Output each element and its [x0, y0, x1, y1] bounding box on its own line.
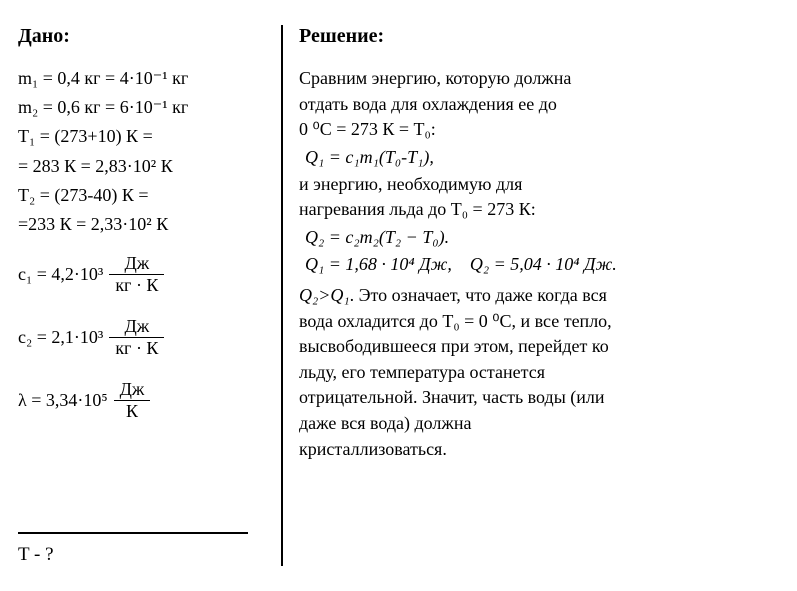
sol-p3f: даже вся вода) должна: [299, 411, 779, 437]
given-lambda: λ = 3,34·10⁵ Дж К: [18, 379, 269, 422]
given-t1a: T₁ = (273+10) К =: [18, 124, 269, 149]
eq3a-text: Q₁ = 1,68 · 10⁴ Дж,: [305, 254, 452, 274]
lambda-numerator: Дж: [114, 379, 151, 401]
given-t2b: =233 К = 2,33·10² К: [18, 212, 269, 237]
sol-p3b: вода охладится до T₀ = 0 ⁰С, и все тепло…: [299, 309, 779, 335]
sol-eq3: Q₁ = 1,68 · 10⁴ Дж, Q₂ = 5,04 · 10⁴ Дж.: [305, 252, 779, 278]
given-c1: c₁ = 4,2·10³ Дж кг · К: [18, 253, 269, 296]
given-column: Дано: m₁ = 0,4 кг = 4·10⁻¹ кг m₂ = 0,6 к…: [18, 25, 283, 566]
p3a-ineq: Q₂>Q₁: [299, 285, 350, 305]
physics-problem-layout: Дано: m₁ = 0,4 кг = 4·10⁻¹ кг m₂ = 0,6 к…: [18, 25, 779, 566]
lambda-prefix: λ = 3,34·10⁵: [18, 390, 108, 411]
c1-numerator: Дж: [109, 253, 164, 275]
sol-eq1: Q₁ = c₁m₁(T₀-T₁),: [305, 147, 779, 168]
given-m2: m₂ = 0,6 кг = 6·10⁻¹ кг: [18, 95, 269, 120]
c2-denominator: кг · К: [109, 338, 164, 359]
eq2-text: Q₂ = c₂m₂(T₂ − T₀).: [305, 227, 449, 247]
given-divider: [18, 532, 248, 534]
sol-p1b: отдать вода для охлаждения ее до: [299, 92, 779, 118]
eq1-text: Q₁ = c₁m₁(T₀-T₁),: [305, 147, 434, 167]
c1-denominator: кг · К: [109, 275, 164, 296]
eq3b-text: Q₂ = 5,04 · 10⁴ Дж.: [470, 254, 617, 274]
sol-eq2: Q₂ = c₂m₂(T₂ − T₀).: [305, 227, 779, 248]
c2-prefix: c₂ = 2,1·10³: [18, 327, 103, 348]
c2-numerator: Дж: [109, 316, 164, 338]
c1-fraction: Дж кг · К: [109, 253, 164, 296]
lambda-denominator: К: [114, 401, 151, 422]
given-m1: m₁ = 0,4 кг = 4·10⁻¹ кг: [18, 66, 269, 91]
sol-p2a: и энергию, необходимую для: [299, 172, 779, 198]
question-line: T - ?: [18, 544, 269, 566]
sol-p3g: кристаллизоваться.: [299, 437, 779, 463]
p3a-rest: . Это означает, что даже когда вся: [350, 285, 607, 305]
sol-p2b: нагревания льда до T₀ = 273 К:: [299, 197, 779, 223]
solution-column: Решение: Сравним энергию, которую должна…: [283, 25, 779, 566]
sol-p1c: 0 ⁰С = 273 К = T₀:: [299, 117, 779, 143]
c2-fraction: Дж кг · К: [109, 316, 164, 359]
given-heading: Дано:: [18, 25, 269, 48]
sol-p3e: отрицательной. Значит, часть воды (или: [299, 385, 779, 411]
lambda-fraction: Дж К: [114, 379, 151, 422]
c1-prefix: c₁ = 4,2·10³: [18, 264, 103, 285]
sol-p3a: Q₂>Q₁. Это означает, что даже когда вся: [299, 283, 779, 309]
given-t2a: T₂ = (273-40) К =: [18, 183, 269, 208]
given-c2: c₂ = 2,1·10³ Дж кг · К: [18, 316, 269, 359]
sol-p3d: льду, его температура останется: [299, 360, 779, 386]
sol-p3c: высвободившееся при этом, перейдет ко: [299, 334, 779, 360]
solution-heading: Решение:: [299, 25, 779, 48]
sol-p1a: Сравним энергию, которую должна: [299, 66, 779, 92]
given-t1b: = 283 К = 2,83·10² К: [18, 154, 269, 179]
